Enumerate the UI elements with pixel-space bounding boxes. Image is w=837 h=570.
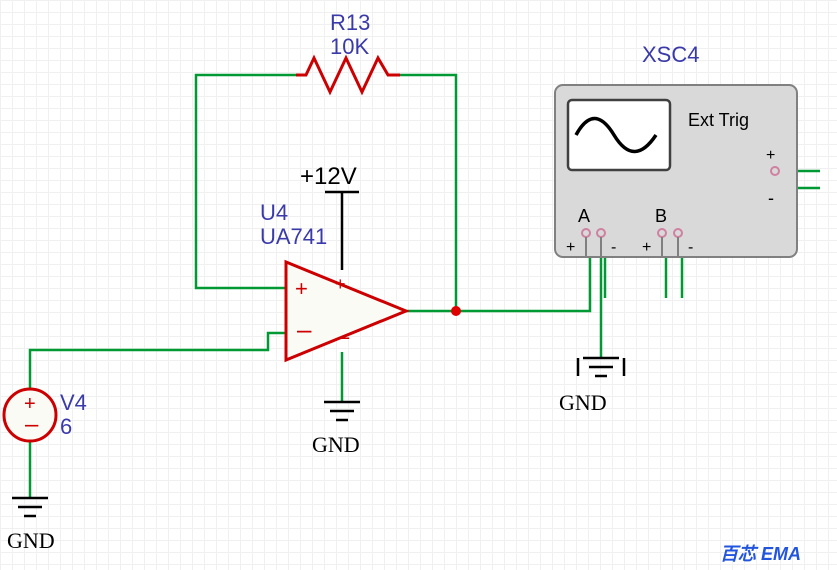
xsc4-ref: XSC4 [642, 42, 699, 67]
v4-value: 6 [60, 414, 72, 439]
v4-ref: V4 [60, 390, 87, 415]
scope-b-label: B [655, 206, 667, 226]
gnd-opamp: GND [312, 402, 360, 457]
gnd2-label: GND [312, 432, 360, 457]
svg-text:-: - [768, 188, 774, 208]
svg-text:+: + [335, 274, 346, 294]
gnd1-label: GND [7, 528, 55, 553]
svg-text:–: – [297, 314, 312, 344]
r13-value: 10K [330, 34, 369, 59]
gnd-scope: GND [559, 358, 624, 415]
supply-label: +12V [300, 163, 357, 190]
svg-text:+: + [642, 239, 651, 256]
r13-ref: R13 [330, 10, 370, 35]
circuit-schematic: R13 10K + – + – U4 UA741 +12V + – V4 6 G… [0, 0, 837, 570]
scope-a-label: A [578, 206, 590, 226]
svg-text:-: - [688, 239, 693, 256]
vsource-v4: + – V4 6 [4, 389, 87, 441]
gnd-v4: GND [7, 498, 55, 553]
u4-ref: U4 [260, 200, 288, 225]
resistor-r13: R13 10K [296, 10, 400, 92]
u4-ref2: UA741 [260, 224, 327, 249]
svg-text:-: - [611, 239, 616, 256]
watermark: 百芯 EMA [720, 544, 801, 564]
oscilloscope-xsc4: Ext Trig + - A B + - + - XSC4 [555, 42, 797, 257]
svg-text:+: + [766, 147, 775, 164]
svg-text:+: + [566, 239, 575, 256]
opamp-u4: + – + – U4 UA741 [260, 200, 406, 360]
svg-text:+: + [295, 276, 308, 301]
svg-text:–: – [25, 411, 39, 438]
gnd3-label: GND [559, 390, 607, 415]
junction-output [451, 306, 461, 316]
supply-12v: +12V [300, 163, 359, 192]
svg-text:–: – [337, 324, 350, 349]
ext-trig-label: Ext Trig [688, 110, 749, 130]
